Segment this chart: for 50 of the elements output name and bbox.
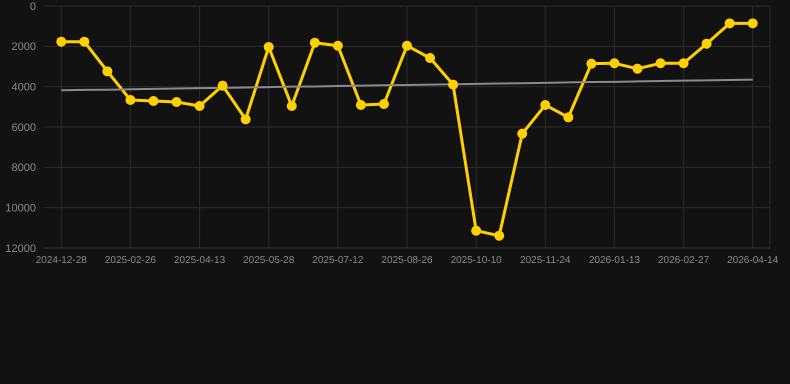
line-series bbox=[60, 78, 754, 92]
y-tick-label: 6000 bbox=[12, 122, 36, 134]
point bbox=[310, 38, 320, 48]
point bbox=[148, 96, 158, 106]
point bbox=[194, 101, 205, 112]
point bbox=[748, 18, 758, 28]
y-tick-label: 8000 bbox=[12, 162, 36, 174]
point bbox=[702, 38, 712, 49]
x-tick-label: 2025-02-26 bbox=[104, 255, 156, 266]
x-tick-label: 2025-11-24 bbox=[520, 255, 571, 266]
point bbox=[632, 64, 642, 74]
point bbox=[656, 58, 666, 68]
y-tick-label: 0 bbox=[30, 0, 36, 13]
x-tick-label: 2025-07-12 bbox=[312, 255, 364, 266]
point bbox=[286, 101, 297, 112]
x-tick-label: 2025-08-26 bbox=[381, 255, 434, 266]
point bbox=[172, 96, 182, 107]
x-tick-label: 2026-04-14 bbox=[727, 255, 779, 266]
point bbox=[471, 226, 482, 236]
x-tick-label: 2025-04-13 bbox=[174, 255, 226, 266]
point bbox=[724, 18, 735, 28]
point bbox=[517, 128, 528, 139]
point bbox=[264, 42, 274, 52]
x-tick-label: 2025-10-10 bbox=[450, 255, 502, 266]
point bbox=[402, 40, 412, 51]
point bbox=[356, 100, 366, 110]
x-tick-label: 2026-02-27 bbox=[658, 255, 710, 266]
point bbox=[79, 36, 90, 47]
x-tick-label: 2026-01-13 bbox=[588, 255, 640, 266]
x-tick-label: 2025-05-28 bbox=[243, 255, 295, 266]
point bbox=[240, 114, 251, 124]
point bbox=[586, 58, 596, 69]
point bbox=[125, 94, 136, 105]
point bbox=[609, 58, 620, 68]
point bbox=[378, 99, 389, 110]
y-tick-label: 4000 bbox=[12, 82, 36, 94]
point bbox=[494, 230, 504, 241]
y-tick-label: 12000 bbox=[5, 242, 36, 255]
y-tick-label: 10000 bbox=[5, 202, 36, 215]
point bbox=[425, 53, 436, 64]
point bbox=[332, 40, 343, 51]
y-tick-label: 2000 bbox=[12, 41, 36, 54]
point bbox=[102, 66, 112, 76]
point bbox=[540, 100, 550, 110]
point bbox=[678, 58, 689, 68]
point bbox=[56, 36, 66, 47]
point bbox=[563, 112, 574, 122]
x-tick-label: 2024-12-28 bbox=[36, 255, 88, 266]
point bbox=[218, 80, 228, 91]
point bbox=[448, 80, 458, 90]
